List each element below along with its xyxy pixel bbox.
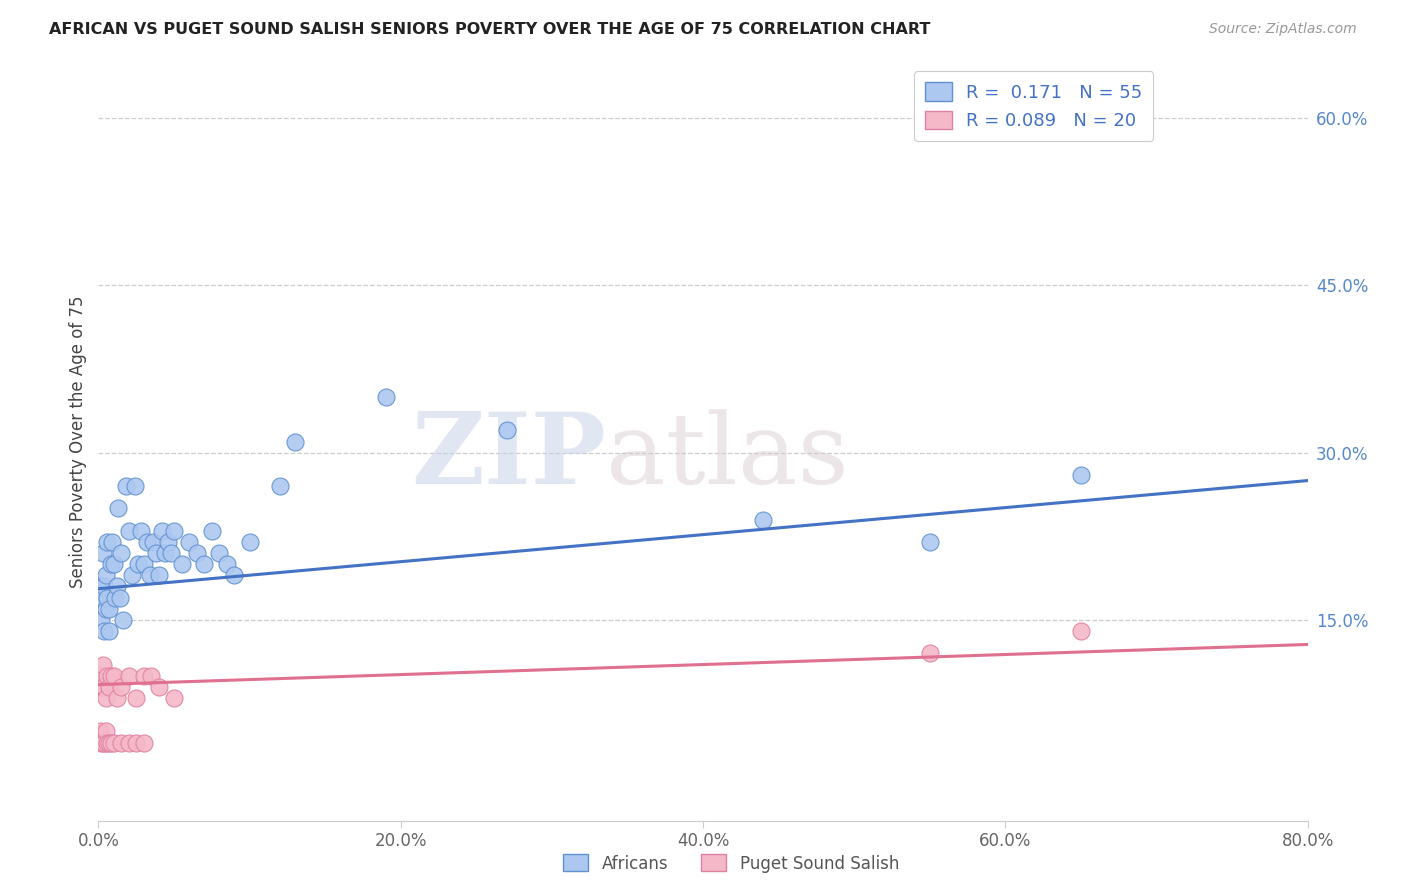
Point (752, 512, 775, 526)
Point (107, 501, 129, 516)
Point (208, 546, 231, 560)
Point (110, 735, 132, 749)
Point (1070, 624, 1092, 639)
Point (127, 557, 149, 572)
Point (93, 680, 115, 694)
Point (374, 390, 396, 404)
Point (100, 557, 122, 572)
Point (141, 669, 163, 683)
Point (111, 613, 134, 627)
Y-axis label: Seniors Poverty Over the Age of 75: Seniors Poverty Over the Age of 75 (69, 295, 87, 588)
Point (193, 557, 215, 572)
Point (150, 524, 173, 538)
Point (93, 735, 115, 749)
Point (163, 690, 186, 705)
Point (91, 591, 114, 605)
Point (142, 534, 165, 549)
Point (96, 591, 118, 605)
Point (1070, 467, 1092, 482)
Point (125, 735, 148, 749)
Point (170, 557, 193, 572)
Point (918, 534, 941, 549)
Point (132, 669, 155, 683)
Point (98, 624, 121, 639)
Text: Source: ZipAtlas.com: Source: ZipAtlas.com (1209, 22, 1357, 37)
Point (91, 546, 114, 560)
Point (103, 735, 125, 749)
Point (89, 580, 111, 594)
Point (132, 735, 155, 749)
Point (90, 613, 112, 627)
Point (96, 669, 118, 683)
Point (121, 568, 143, 582)
Point (94, 690, 117, 705)
Point (91, 680, 114, 694)
Point (98, 680, 121, 694)
Point (98, 602, 121, 616)
Point (94, 602, 117, 616)
Point (98, 735, 121, 749)
Point (118, 735, 141, 749)
Point (103, 557, 125, 572)
Point (284, 434, 307, 449)
Legend: R =  0.171   N = 55, R = 0.089   N = 20: R = 0.171 N = 55, R = 0.089 N = 20 (914, 71, 1153, 141)
Point (118, 524, 141, 538)
Text: AFRICAN VS PUGET SOUND SALISH SENIORS POVERTY OVER THE AGE OF 75 CORRELATION CHA: AFRICAN VS PUGET SOUND SALISH SENIORS PO… (49, 22, 931, 37)
Point (201, 524, 224, 538)
Text: ZIP: ZIP (412, 409, 606, 505)
Point (239, 534, 262, 549)
Point (114, 479, 136, 493)
Point (129, 524, 152, 538)
Point (153, 546, 176, 560)
Point (125, 690, 148, 705)
Point (124, 479, 146, 493)
Point (139, 568, 162, 582)
Text: atlas: atlas (606, 409, 849, 505)
Point (110, 546, 132, 560)
Point (118, 669, 141, 683)
Point (135, 534, 157, 549)
Point (160, 546, 183, 560)
Point (89, 680, 111, 694)
Point (215, 557, 238, 572)
Point (101, 534, 124, 549)
Point (148, 680, 170, 694)
Point (93, 624, 115, 639)
Point (179, 534, 201, 549)
Point (132, 557, 155, 572)
Point (93, 580, 115, 594)
Point (94, 568, 117, 582)
Point (90, 580, 112, 594)
Point (110, 680, 132, 694)
Point (145, 546, 167, 560)
Legend: Africans, Puget Sound Salish: Africans, Puget Sound Salish (557, 847, 905, 880)
Point (105, 580, 128, 594)
Point (91, 657, 114, 672)
Point (100, 669, 122, 683)
Point (163, 524, 186, 538)
Point (148, 568, 170, 582)
Point (224, 568, 246, 582)
Point (108, 591, 131, 605)
Point (96, 534, 118, 549)
Point (104, 591, 127, 605)
Point (96, 735, 118, 749)
Point (100, 735, 122, 749)
Point (94, 724, 117, 739)
Point (91, 735, 114, 749)
Point (105, 690, 128, 705)
Point (156, 534, 179, 549)
Point (89, 724, 111, 739)
Point (186, 546, 208, 560)
Point (90, 669, 112, 683)
Point (918, 646, 941, 660)
Point (103, 669, 125, 683)
Point (90, 735, 112, 749)
Point (495, 424, 517, 438)
Point (269, 479, 291, 493)
